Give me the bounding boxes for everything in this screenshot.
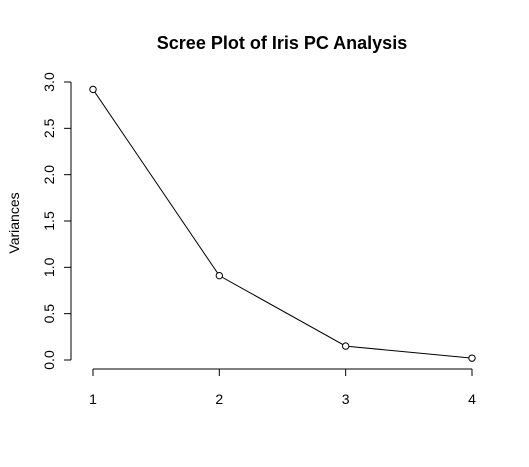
x-tick-label: 4 (468, 391, 476, 407)
x-axis: 1 2 3 4 (89, 368, 476, 407)
y-tick-label: 2.5 (41, 118, 57, 138)
y-axis: 0.0 0.5 1.0 1.5 2.0 2.5 3.0 (41, 72, 72, 370)
y-tick-label: 3.0 (41, 72, 57, 92)
y-axis-label: Variances (6, 192, 22, 253)
x-tick-label: 2 (215, 391, 223, 407)
data-point (341, 342, 350, 350)
y-tick-label: 1.0 (41, 257, 57, 277)
data-point (468, 354, 476, 362)
data-points (89, 85, 476, 362)
data-point (215, 271, 224, 280)
y-tick-label: 0.0 (41, 350, 57, 370)
x-tick-label: 3 (342, 391, 350, 407)
y-tick-label: 0.5 (41, 304, 57, 324)
chart-title: Scree Plot of Iris PC Analysis (157, 33, 407, 53)
y-tick-label: 1.5 (41, 211, 57, 231)
x-tick-label: 1 (89, 391, 97, 407)
y-tick-label: 2.0 (41, 165, 57, 185)
series-line (92, 89, 473, 359)
data-point (89, 85, 97, 94)
